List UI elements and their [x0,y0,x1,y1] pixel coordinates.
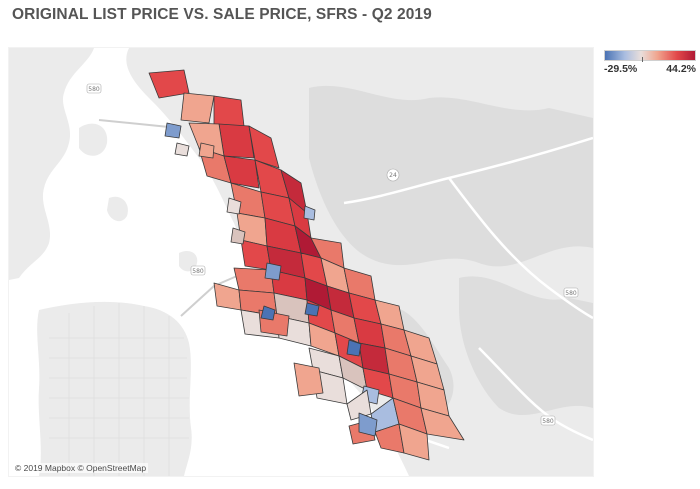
sf-street-grid [49,303,189,476]
svg-text:580: 580 [192,268,204,275]
terrain-shading [309,85,593,420]
region[interactable] [164,122,182,139]
region[interactable] [398,423,430,461]
page-title: ORIGINAL LIST PRICE VS. SALE PRICE, SFRS… [12,6,432,23]
map-canvas[interactable]: 580 24 580 580 580 [9,48,593,476]
highway-shield-3: 580 [190,265,206,276]
region[interactable] [226,197,242,215]
san-francisco-land [37,301,192,476]
region[interactable] [358,412,378,437]
region[interactable] [198,142,215,159]
region[interactable] [293,362,324,397]
legend-min-label: -29.5% [604,63,638,75]
svg-text:24: 24 [389,172,397,179]
region[interactable] [248,125,280,169]
map-attribution[interactable]: © 2019 Mapbox © OpenStreetMap [13,463,149,473]
highway-shield-4: 580 [563,287,579,298]
region[interactable] [346,339,362,357]
highway-shield-2: 24 [386,168,400,182]
region[interactable] [304,302,320,317]
map-view[interactable]: 580 24 580 580 580 [8,47,594,477]
svg-text:580: 580 [88,86,100,93]
svg-text:580: 580 [542,418,554,425]
region[interactable] [303,205,316,221]
legend-gradient-bar [604,50,696,62]
highway-shields: 580 24 580 580 580 [86,83,579,426]
island-land [79,123,108,156]
legend-zero-tick [642,57,643,62]
north-bay-land [9,48,94,280]
highway-shield-1: 580 [86,83,102,94]
highway-shield-5: 580 [540,415,556,426]
neighborhood-regions[interactable] [148,69,465,461]
region[interactable] [223,155,260,189]
region[interactable] [264,262,282,281]
region[interactable] [148,69,190,99]
region[interactable] [213,95,245,127]
region[interactable] [180,92,215,124]
region[interactable] [260,305,276,321]
island-land-2 [107,196,128,222]
region[interactable] [218,123,255,159]
legend-max-label: 44.2% [666,63,696,75]
region[interactable] [420,407,465,441]
svg-text:580: 580 [565,290,577,297]
region[interactable] [230,227,246,245]
color-legend: -29.5% 44.2% [604,50,696,75]
region[interactable] [174,142,190,157]
